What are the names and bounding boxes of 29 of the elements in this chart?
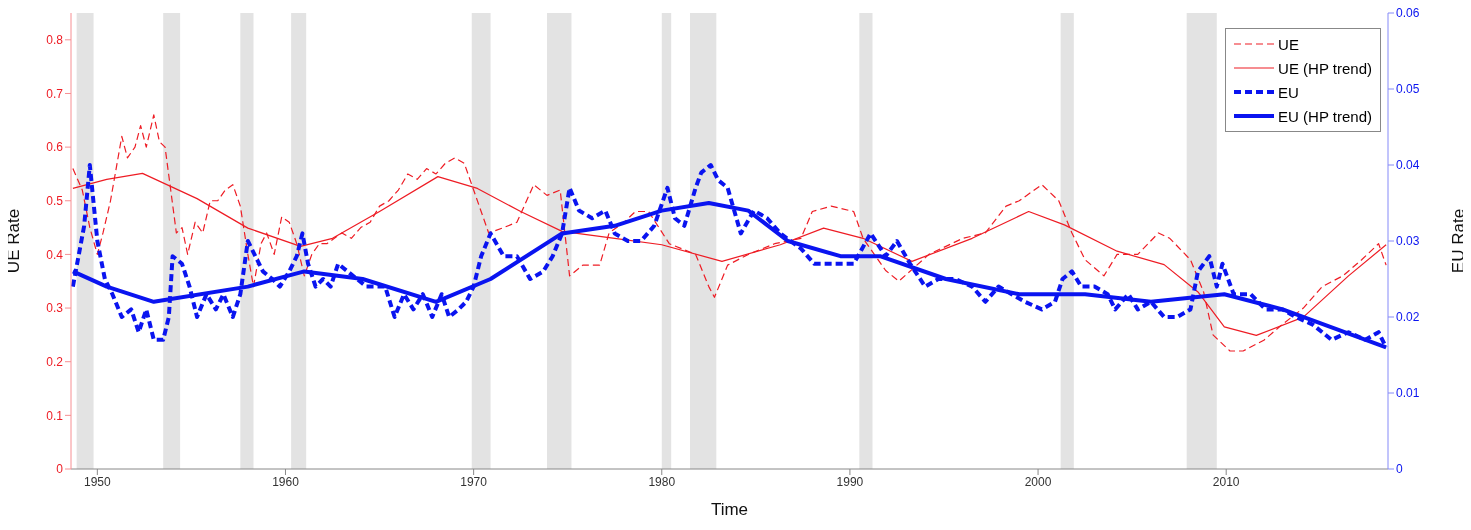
- legend-label: UE (HP trend): [1278, 59, 1372, 77]
- y2-tick-label: 0.02: [1396, 310, 1420, 325]
- x-tick-label: 1950: [83, 474, 112, 489]
- y2-tick-label: 0.03: [1396, 234, 1420, 249]
- legend-label: EU (HP trend): [1278, 107, 1372, 125]
- y-tick-label: 0: [56, 462, 64, 477]
- x-tick-label: 1960: [272, 474, 300, 489]
- y-axis-title: UE Rate: [4, 208, 24, 274]
- y2-tick-label: 0.01: [1396, 386, 1420, 401]
- y-tick-label: 0.8: [46, 33, 64, 48]
- y-tick-label: 0.7: [46, 86, 64, 101]
- x-tick-label: 1990: [836, 474, 864, 489]
- x-tick-label: 2000: [1024, 474, 1052, 489]
- legend-label: UE: [1278, 35, 1299, 53]
- y2-tick-label: 0.04: [1396, 158, 1420, 173]
- y-tick-label: 0.5: [46, 194, 64, 209]
- y-tick-label: 0.6: [46, 140, 64, 155]
- x-tick-label: 2010: [1212, 474, 1240, 489]
- x-axis-title: Time: [710, 500, 749, 519]
- legend-label: EU: [1278, 83, 1299, 101]
- y2-tick-label: 0.05: [1396, 82, 1420, 97]
- y-tick-label: 0.1: [46, 408, 64, 423]
- x-tick-label: 1970: [460, 474, 488, 489]
- y2-tick-label: 0.06: [1396, 6, 1420, 21]
- y-tick-label: 0.2: [46, 354, 64, 369]
- y-tick-label: 0.3: [46, 301, 64, 316]
- x-tick-label: 1980: [648, 474, 676, 489]
- y-tick-label: 0.4: [46, 247, 64, 262]
- y2-tick-label: 0: [1396, 462, 1403, 477]
